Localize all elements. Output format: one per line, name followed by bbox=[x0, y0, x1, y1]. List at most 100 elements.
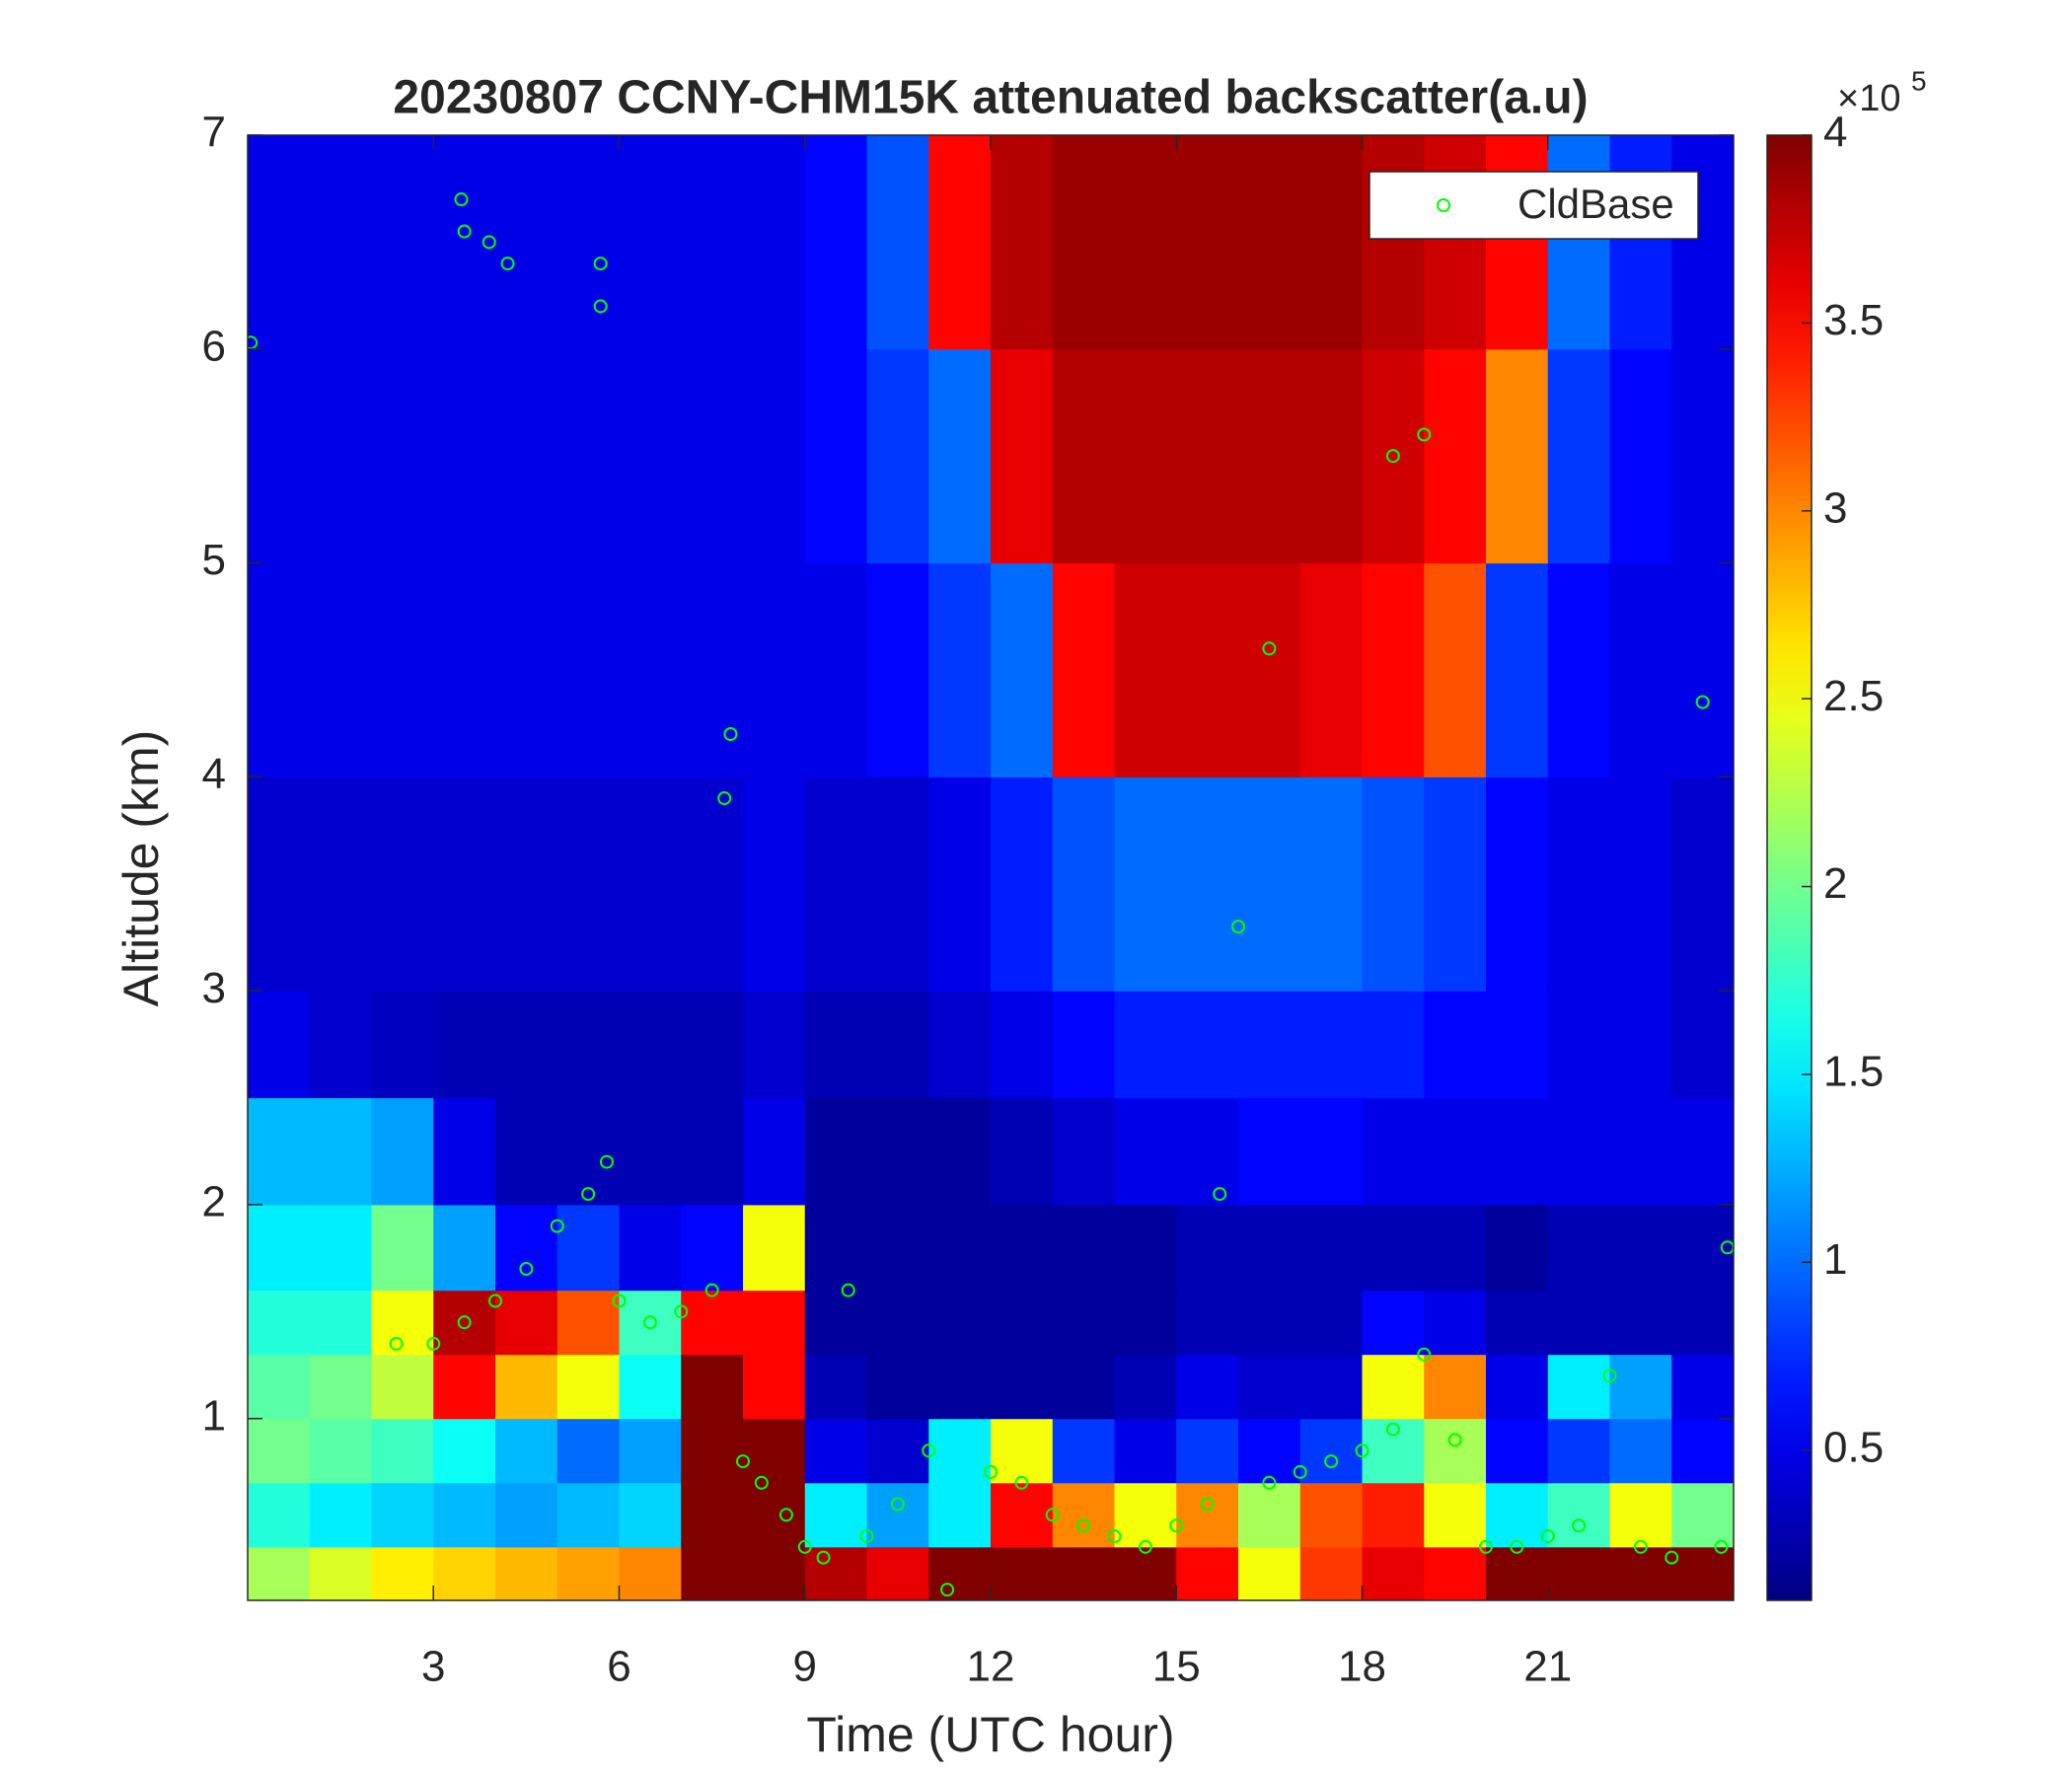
legend-box bbox=[1369, 171, 1699, 240]
heatmap-cell bbox=[1486, 562, 1549, 777]
heatmap-cell bbox=[1609, 1546, 1672, 1600]
cloud-base-point bbox=[922, 1443, 936, 1458]
colorbar-tick-label: 2 bbox=[1823, 859, 1847, 908]
cloud-base-point bbox=[457, 224, 472, 239]
heatmap-cell bbox=[866, 1204, 929, 1292]
heatmap-cell bbox=[495, 1354, 558, 1420]
heatmap-cell bbox=[309, 1418, 372, 1484]
colorbar-tick-label: 4 bbox=[1823, 109, 1847, 157]
heatmap-cell bbox=[556, 135, 620, 350]
heatmap-cell bbox=[1547, 1097, 1610, 1206]
heatmap-cell bbox=[804, 777, 867, 992]
heatmap-cell bbox=[1299, 348, 1363, 564]
heatmap-cell bbox=[1424, 1097, 1487, 1206]
heatmap-cell bbox=[556, 777, 620, 992]
heatmap-cell bbox=[1238, 1482, 1301, 1548]
heatmap-cell bbox=[1547, 1418, 1610, 1484]
heatmap-cell bbox=[248, 562, 311, 777]
cloud-base-point bbox=[717, 791, 732, 806]
heatmap-cell bbox=[1671, 348, 1734, 564]
heatmap-cell bbox=[1238, 135, 1301, 350]
cloud-base-point bbox=[593, 257, 608, 271]
heatmap-cell bbox=[1424, 135, 1487, 350]
heatmap-cell bbox=[928, 1204, 992, 1292]
cloud-base-point bbox=[1262, 1475, 1277, 1490]
heatmap-cell bbox=[1238, 1097, 1301, 1206]
heatmap-cell bbox=[1424, 1482, 1487, 1548]
heatmap-cell bbox=[309, 135, 372, 350]
heatmap-cell bbox=[928, 777, 992, 992]
heatmap-cell bbox=[433, 1097, 496, 1206]
heatmap-cell bbox=[309, 1204, 372, 1292]
heatmap-cell bbox=[371, 1546, 434, 1600]
heatmap-cell bbox=[866, 1546, 929, 1600]
heatmap-cell bbox=[1114, 1204, 1177, 1292]
cloud-base-point bbox=[940, 1583, 955, 1597]
heatmap-cell bbox=[1362, 1482, 1425, 1548]
heatmap-cell bbox=[1609, 1418, 1672, 1484]
heatmap-cell bbox=[928, 1482, 992, 1548]
cloud-base-point bbox=[426, 1336, 441, 1351]
heatmap-cell bbox=[1671, 135, 1734, 350]
heatmap-cell bbox=[1238, 562, 1301, 777]
cloud-base-point bbox=[1510, 1539, 1524, 1554]
heatmap-cell bbox=[309, 1482, 372, 1548]
colorbar-tick-label: 3 bbox=[1823, 483, 1847, 532]
heatmap-cell bbox=[1362, 777, 1425, 992]
cloud-base-point bbox=[1107, 1528, 1122, 1543]
heatmap-cell bbox=[991, 1290, 1054, 1356]
cloud-base-point bbox=[1665, 1550, 1679, 1565]
colorbar-multiplier: ×10 bbox=[1837, 78, 1900, 119]
cloud-base-point bbox=[1045, 1508, 1060, 1522]
heatmap-cell bbox=[371, 1418, 434, 1484]
heatmap-cell bbox=[991, 777, 1054, 992]
heatmap-cell bbox=[743, 1546, 806, 1600]
heatmap-cell bbox=[1671, 1418, 1734, 1484]
cloud-base-point bbox=[1417, 1347, 1432, 1362]
heatmap-cell bbox=[743, 1482, 806, 1548]
heatmap-cell bbox=[743, 1204, 806, 1292]
heatmap-cell bbox=[1424, 991, 1487, 1099]
heatmap-cell bbox=[1609, 1097, 1672, 1206]
cloud-base-point bbox=[1169, 1518, 1184, 1533]
heatmap-cell bbox=[1486, 1546, 1549, 1600]
x-axis-label: Time (UTC hour) bbox=[806, 1707, 1174, 1762]
heatmap-cell bbox=[681, 1418, 744, 1484]
heatmap-cell bbox=[1486, 1097, 1549, 1206]
heatmap-cell bbox=[248, 135, 311, 350]
chart-title: 20230807 CCNY-CHM15K attenuated backscat… bbox=[393, 72, 1588, 124]
heatmap-cell bbox=[619, 1546, 682, 1600]
heatmap-cell bbox=[1052, 562, 1115, 777]
heatmap-cell bbox=[1176, 777, 1239, 992]
heatmap-cell bbox=[1176, 1482, 1239, 1548]
heatmap-cell bbox=[1671, 1354, 1734, 1420]
cloud-base-point bbox=[1213, 1187, 1227, 1202]
heatmap-cell bbox=[1486, 777, 1549, 992]
heatmap-cell bbox=[681, 777, 744, 992]
colorbar-tick-label: 1 bbox=[1823, 1235, 1847, 1284]
legend-label: CldBase bbox=[1517, 181, 1674, 227]
cloud-base-point bbox=[1633, 1539, 1648, 1554]
cloud-base-point bbox=[754, 1475, 769, 1490]
heatmap-cell bbox=[619, 135, 682, 350]
heatmap-cell bbox=[866, 1418, 929, 1484]
heatmap-cell bbox=[1547, 135, 1610, 350]
heatmap-cell bbox=[743, 1354, 806, 1420]
heatmap-cell bbox=[433, 1482, 496, 1548]
heatmap-cell bbox=[495, 348, 558, 564]
heatmap-cell bbox=[804, 348, 867, 564]
heatmap-cell bbox=[681, 348, 744, 564]
heatmap-cell bbox=[619, 1482, 682, 1548]
heatmap-cell bbox=[309, 1097, 372, 1206]
heatmap-cell bbox=[1299, 1354, 1363, 1420]
heatmap-cell bbox=[1486, 1354, 1549, 1420]
cloud-base-point bbox=[481, 235, 496, 250]
heatmap-cell bbox=[681, 562, 744, 777]
heatmap-cell bbox=[804, 1546, 867, 1600]
heatmap-cell bbox=[1176, 1204, 1239, 1292]
colorbar bbox=[1766, 134, 1813, 1601]
heatmap-cell bbox=[556, 1482, 620, 1548]
heatmap-cell bbox=[866, 1354, 929, 1420]
cloud-base-point bbox=[736, 1454, 750, 1469]
